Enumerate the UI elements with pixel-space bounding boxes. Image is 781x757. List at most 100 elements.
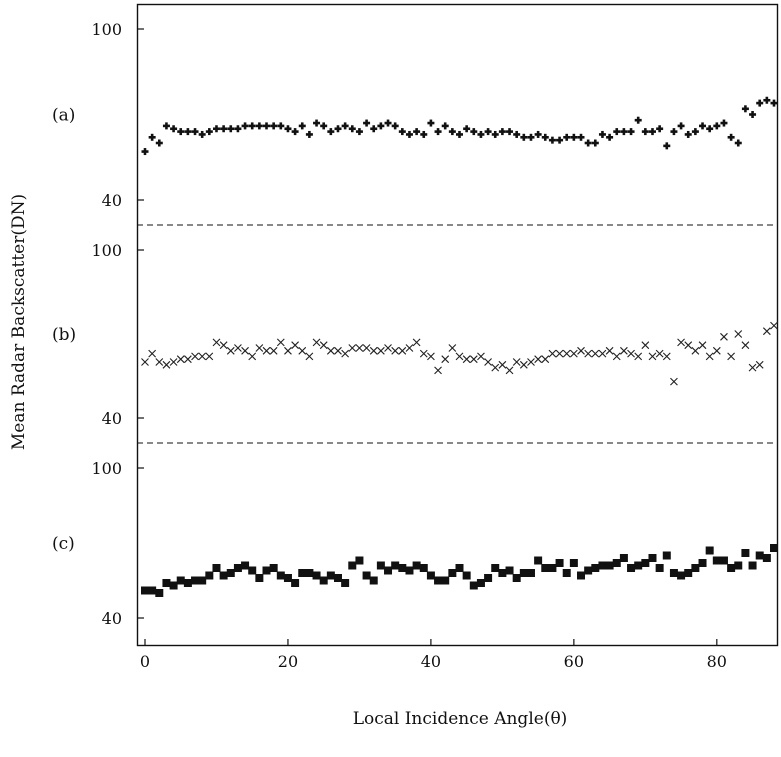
data-point (662, 551, 671, 560)
data-point (327, 128, 335, 136)
data-point (577, 346, 585, 355)
data-point (434, 576, 443, 585)
data-point (591, 564, 600, 572)
data-point (484, 128, 492, 136)
data-point (706, 125, 714, 133)
y-tick-label: 40 (102, 409, 122, 428)
data-point (641, 559, 650, 567)
data-point (519, 360, 528, 369)
plot-area-frame (136, 3, 779, 647)
data-point (534, 355, 543, 364)
data-point (298, 346, 307, 355)
data-point (655, 564, 664, 572)
data-point (634, 352, 643, 361)
data-point (763, 96, 771, 104)
data-point (298, 569, 307, 577)
data-point (426, 571, 435, 580)
data-point (563, 133, 571, 141)
data-point (541, 564, 550, 572)
data-point (527, 358, 535, 366)
data-point (219, 571, 228, 580)
data-point (698, 559, 707, 567)
data-point (384, 566, 393, 575)
data-point (412, 338, 421, 347)
data-point (362, 571, 371, 580)
data-point (741, 341, 750, 350)
x-tick-label: 40 (421, 652, 441, 671)
data-point (377, 122, 385, 130)
data-point (284, 125, 292, 133)
data-point (355, 128, 363, 136)
data-point (613, 128, 621, 136)
data-point (362, 344, 371, 352)
data-point (455, 564, 464, 572)
data-point (205, 571, 214, 580)
data-point (770, 544, 778, 552)
data-point (434, 366, 442, 375)
data-point (441, 576, 450, 585)
data-point (670, 377, 678, 386)
data-point (513, 130, 521, 138)
data-point (262, 566, 271, 575)
data-point (612, 352, 621, 361)
data-point (491, 363, 500, 372)
data-point (691, 128, 699, 136)
data-point (605, 561, 614, 570)
data-point (498, 360, 507, 369)
data-point (470, 128, 478, 136)
y-tick-label: 100 (91, 20, 122, 39)
data-point (627, 564, 636, 572)
data-point (741, 549, 750, 557)
data-point (748, 561, 757, 570)
data-point (176, 576, 185, 585)
data-point (620, 128, 628, 136)
data-point (648, 554, 657, 562)
data-point (170, 125, 178, 133)
data-point (648, 352, 657, 361)
data-point (355, 556, 364, 565)
data-point (291, 579, 300, 587)
data-point (305, 130, 313, 138)
data-point (748, 363, 757, 372)
data-point (505, 566, 514, 575)
data-point (412, 561, 421, 570)
data-point (677, 571, 686, 580)
data-point (684, 341, 693, 350)
data-point (591, 349, 600, 358)
data-point (198, 576, 207, 585)
data-point (677, 338, 685, 347)
data-point (677, 122, 685, 130)
data-point (384, 344, 392, 352)
data-point (441, 122, 449, 130)
data-point (548, 564, 557, 572)
data-point (234, 125, 242, 133)
data-point (198, 130, 206, 138)
data-point (670, 128, 678, 136)
data-point (512, 358, 521, 366)
data-point (341, 579, 350, 587)
data-point (684, 130, 692, 138)
data-point (476, 579, 485, 587)
data-point (398, 128, 406, 136)
data-point (755, 551, 764, 560)
data-point (641, 341, 650, 350)
panel-a: 40 100 (a) (52, 20, 778, 210)
data-point (684, 569, 693, 577)
data-point (226, 569, 235, 577)
data-point (741, 105, 749, 113)
data-point (312, 338, 321, 347)
data-point (241, 122, 249, 130)
data-point (384, 119, 392, 127)
x-tick-label: 20 (278, 652, 298, 671)
data-point (183, 355, 192, 364)
data-point (369, 576, 378, 585)
data-point (334, 125, 342, 133)
data-point (398, 346, 407, 355)
data-point (527, 133, 535, 141)
data-point (413, 128, 421, 136)
data-point (320, 122, 328, 130)
data-point (305, 569, 314, 577)
data-point (376, 346, 385, 355)
data-point (469, 581, 478, 590)
data-point (770, 99, 778, 107)
